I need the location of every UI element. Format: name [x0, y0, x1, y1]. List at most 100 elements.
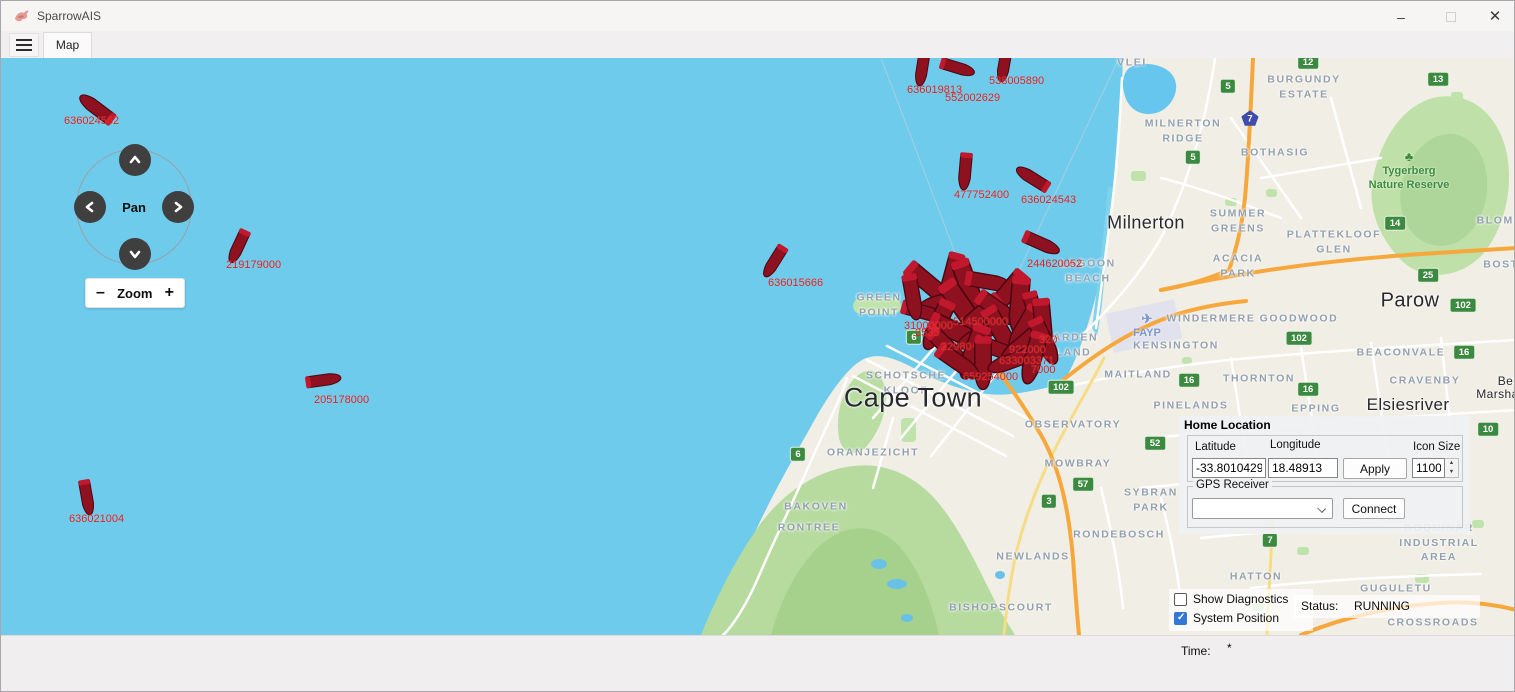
road-shield: 13 — [1427, 71, 1449, 87]
maximize-icon — [1446, 12, 1456, 22]
tab-map[interactable]: Map — [43, 32, 92, 58]
map-poi-label: ♣ Tygerberg Nature Reserve — [1368, 149, 1450, 192]
road-shield: 102 — [1285, 330, 1313, 346]
zoom-in-button[interactable]: + — [164, 284, 174, 301]
map-place-label: RONTREE — [777, 521, 841, 534]
map-place-label: LAGOON BEACH — [1060, 257, 1116, 284]
map-city-label: Bel — [1497, 374, 1515, 388]
map-place-label: BAKOVEN — [784, 500, 848, 513]
connect-button[interactable]: Connect — [1343, 498, 1405, 519]
map-labels-layer: VLEI BURGUNDY ESTATE MILNERTON RIDGE BOTHAS… — [1, 58, 1515, 635]
minimize-button[interactable]: – — [1379, 1, 1423, 31]
status-value: RUNNING — [1354, 599, 1410, 613]
maximize-button[interactable] — [1429, 1, 1473, 31]
system-position-checkbox[interactable] — [1174, 611, 1187, 625]
map-city-label: Cape Town — [843, 382, 983, 413]
plane-icon: ✈ — [1141, 311, 1153, 326]
icon-size-input[interactable] — [1412, 458, 1445, 478]
time-label: Time: — [1181, 644, 1211, 658]
map-place-label: SUMMER GREENS — [1209, 207, 1267, 234]
map-place-label: SYBRAN PARK — [1124, 486, 1178, 513]
map-place-label: BOST — [1483, 258, 1514, 271]
vessel-label: 205178000 — [314, 394, 370, 406]
road-shield: 57 — [1072, 476, 1094, 492]
close-button[interactable]: ✕ — [1473, 1, 1514, 31]
icon-size-spinner: ▲ ▼ — [1412, 458, 1459, 478]
gps-receiver-label: GPS Receiver — [1193, 479, 1272, 491]
icon-size-up-button[interactable]: ▲ — [1445, 459, 1458, 468]
vessel-label: 22980 — [941, 341, 972, 353]
pan-up-button[interactable] — [119, 144, 151, 176]
map-place-label: PINELANDS — [1153, 399, 1229, 412]
vessel-label: 244620052 — [1027, 258, 1083, 270]
road-shield: 102 — [1449, 297, 1477, 313]
longitude-input[interactable] — [1268, 458, 1338, 478]
map-place-label: MAITLAND — [1104, 368, 1172, 381]
map-place-label: WINDERMERE — [1166, 312, 1256, 325]
map-place-label: CROSSROADS — [1387, 616, 1479, 629]
vessel-label: 2535 — [915, 327, 940, 339]
road-shield: 16 — [1178, 372, 1200, 388]
map-place-label: SCHOTSCHE KLOOF — [865, 369, 947, 396]
vessel-label: 636021004 — [69, 513, 125, 525]
map-place-label: MOWBRAY — [1044, 457, 1112, 470]
app-title: SparrowAIS — [37, 9, 102, 23]
map-place-label: BURGUNDY ESTATE — [1267, 73, 1341, 100]
map-canvas[interactable]: VLEI BURGUNDY ESTATE MILNERTON RIDGE BOTHAS… — [1, 58, 1515, 635]
bottom-bar: Time: * — [1, 635, 1514, 691]
gps-receiver-dropdown[interactable] — [1192, 498, 1333, 519]
hamburger-menu-icon[interactable] — [9, 33, 39, 57]
latitude-input[interactable] — [1192, 458, 1266, 478]
pan-left-button[interactable] — [74, 191, 106, 223]
icon-size-down-button[interactable]: ▼ — [1445, 468, 1458, 477]
map-place-label: GUGULETU — [1360, 582, 1432, 595]
tab-bar: Map — [1, 31, 1514, 58]
show-diagnostics-checkbox[interactable] — [1174, 592, 1187, 606]
road-shield: 6 — [905, 329, 923, 345]
zoom-label: Zoom — [117, 285, 153, 301]
system-position-label: System Position — [1193, 611, 1280, 625]
map-place-label: KENSINGTON — [1133, 339, 1219, 352]
map-place-label: THORNTON — [1222, 372, 1296, 385]
sparrow-logo-icon — [15, 10, 29, 22]
vessel-label: 514500000 — [953, 316, 1009, 328]
map-place-label: HATTON — [1229, 570, 1283, 583]
road-shield: 16 — [1297, 381, 1319, 397]
status-label: Status: — [1301, 599, 1339, 613]
home-location-title: Home Location — [1184, 418, 1271, 432]
map-place-label: GOODWOOD — [1259, 312, 1339, 325]
road-shield: 7 — [1241, 110, 1259, 126]
pan-right-button[interactable] — [162, 191, 194, 223]
tree-icon: ♣ — [1404, 149, 1414, 165]
vessel-label: 538005890 — [989, 75, 1045, 87]
apply-button[interactable]: Apply — [1343, 458, 1407, 479]
pan-control: Pan — [74, 144, 194, 270]
latitude-label: Latitude — [1195, 441, 1236, 453]
vessel-label: 31000000 — [904, 320, 953, 332]
road-shield: 52 — [1144, 435, 1166, 451]
home-location-panel: Home Location Latitude Longitude Icon Si… — [1179, 416, 1470, 534]
map-place-label: VLEI — [1117, 58, 1147, 69]
road-shield: 25 — [1417, 267, 1439, 283]
road-shield: 3 — [1040, 493, 1058, 509]
map-city-label: Parow — [1380, 289, 1440, 312]
map-poi-label: ✈ FAYP — [1133, 311, 1161, 340]
vessel-label: 636024543 — [1021, 194, 1077, 206]
vessel-label: 477752400 — [954, 189, 1010, 201]
vessel-label: 552002629 — [945, 92, 1001, 104]
map-place-label: PLATTEKLOOF GLEN — [1286, 228, 1382, 255]
map-place-label: BEACONVALE — [1356, 346, 1446, 359]
zoom-out-button[interactable]: – — [96, 284, 105, 301]
map-place-label: EPPING — [1291, 402, 1341, 415]
map-place-label: RONDEBOSCH — [1073, 528, 1165, 541]
map-place-label: MILNERTON RIDGE — [1144, 117, 1222, 144]
pan-down-button[interactable] — [119, 238, 151, 270]
map-place-label: OBSERVATORY — [1024, 418, 1122, 431]
vessel-label: 7000 — [1031, 364, 1056, 376]
map-city-label: Elsiesriver — [1366, 395, 1450, 414]
map-place-label: ACACIA PARK — [1212, 252, 1264, 279]
map-city-label: Milnerton — [1107, 212, 1185, 233]
toggles-panel: Show Diagnostics System Position — [1169, 589, 1313, 631]
pan-label: Pan — [122, 200, 146, 215]
